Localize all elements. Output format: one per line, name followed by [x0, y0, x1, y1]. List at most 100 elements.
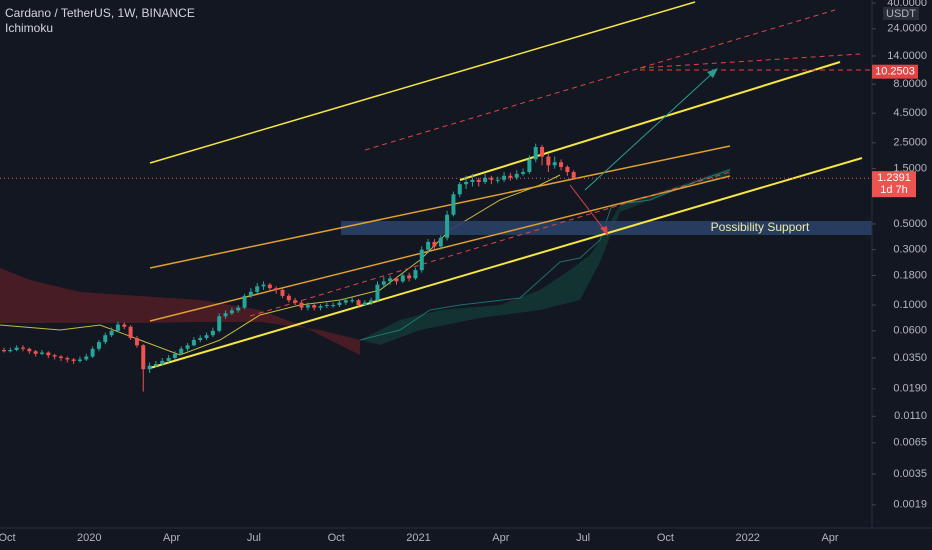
candle-body [242, 295, 247, 308]
candle-body [134, 338, 139, 346]
candle-body [166, 357, 171, 361]
y-tick-label: 0.0035 [893, 468, 927, 480]
support-label: Possibility Support [711, 220, 810, 234]
arrow-head [707, 68, 718, 78]
target-price-box [872, 64, 918, 79]
candle-body [362, 302, 367, 306]
x-tick-label: Oct [0, 532, 16, 544]
candle-body [147, 365, 152, 370]
y-tick-label: 4.5000 [893, 107, 927, 119]
trend-line [149, 175, 731, 322]
candle-body [172, 353, 177, 358]
candle-body [84, 356, 89, 360]
candle-body [185, 345, 190, 349]
countdown: 1d 7h [880, 184, 908, 196]
candle-body [381, 281, 386, 285]
candle-body [546, 156, 551, 166]
candle-body [46, 352, 51, 356]
candle-body [438, 237, 443, 247]
candle-body [318, 306, 323, 308]
currency-box [883, 7, 919, 20]
candle-body [489, 177, 494, 180]
candle-body [350, 300, 355, 302]
y-tick-label: 2.5000 [893, 137, 927, 149]
y-tick-label: 0.0065 [893, 437, 927, 449]
candle-body [299, 302, 304, 308]
y-tick-label: 0.1800 [893, 269, 927, 281]
candle-body [369, 300, 374, 303]
candle-body [115, 324, 120, 331]
candle-body [27, 348, 32, 352]
candle-body [77, 359, 82, 361]
currency: USDT [886, 8, 916, 20]
indicator-name: Ichimoku [5, 21, 53, 35]
candle-body [419, 249, 424, 271]
candle-body [432, 241, 437, 247]
candle-body [388, 278, 393, 282]
candle-body [337, 302, 342, 306]
arrow-down [569, 184, 607, 233]
candle-body [565, 166, 570, 173]
candle-body [533, 147, 538, 160]
candle-body [331, 305, 336, 307]
candle-body [286, 295, 291, 301]
candle-body [483, 177, 488, 182]
x-tick-label: Oct [328, 532, 345, 544]
candle-body [312, 305, 317, 308]
candle-body [470, 179, 475, 182]
candle-body [229, 310, 234, 314]
candle-body [375, 284, 380, 301]
x-tick-label: Jul [576, 532, 590, 544]
x-tick-label: 2020 [77, 532, 101, 544]
y-tick-label: 0.5000 [893, 218, 927, 230]
candle-body [356, 300, 361, 306]
y-tick-label: 0.1000 [893, 299, 927, 311]
trend-line [149, 157, 863, 369]
candle-body [293, 300, 298, 303]
candle-body [274, 288, 279, 290]
candle-body [236, 307, 241, 311]
candle-body [39, 352, 44, 354]
candle-body [128, 326, 133, 339]
y-tick-label: 14.0000 [887, 50, 927, 62]
candle-body [280, 289, 285, 296]
kumo-red [0, 268, 360, 355]
candle-body [141, 345, 146, 370]
kumo-green [360, 168, 730, 345]
candle-body [457, 184, 462, 195]
candle-body [109, 330, 114, 336]
arrow-up [584, 69, 717, 191]
y-tick-label: 0.3000 [893, 244, 927, 256]
last-price-box [872, 171, 916, 198]
candle-body [103, 335, 108, 343]
candle-body [267, 284, 272, 289]
candle-body [394, 278, 399, 282]
candle-body [305, 305, 310, 308]
candle-body [527, 159, 532, 173]
candle-body [217, 316, 222, 331]
candle-body [160, 360, 165, 365]
y-tick-label: 8.0000 [893, 78, 927, 90]
lagging-span [359, 169, 731, 341]
x-tick-label: Apr [821, 532, 838, 544]
x-tick-label: Apr [492, 532, 509, 544]
candle-body [179, 348, 184, 354]
candle-body [508, 175, 513, 178]
candle-body [153, 364, 158, 366]
trend-line-dashed [639, 53, 861, 69]
candle-body [248, 291, 253, 296]
trend-line-dashed [364, 9, 836, 151]
candle-body [52, 355, 57, 357]
y-tick-label: 24.0000 [887, 23, 927, 35]
candle-body [33, 351, 38, 354]
candle-body [400, 275, 405, 282]
candle-body [20, 347, 25, 349]
candle-body [521, 172, 526, 174]
candle-body [90, 348, 95, 357]
trend-line [149, 145, 731, 269]
candle-body [464, 181, 469, 185]
candle-body [58, 356, 63, 358]
x-tick-label: Oct [657, 532, 674, 544]
